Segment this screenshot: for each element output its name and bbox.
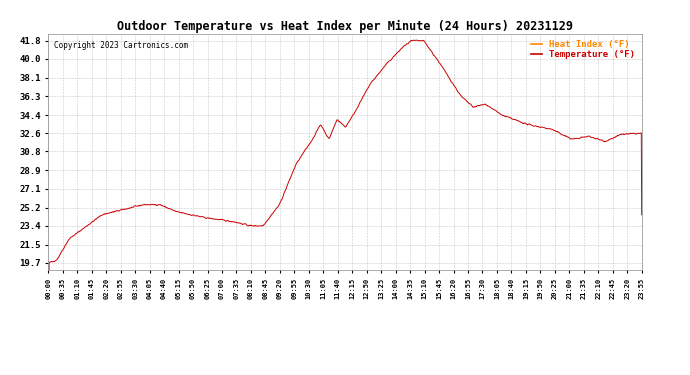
Title: Outdoor Temperature vs Heat Index per Minute (24 Hours) 20231129: Outdoor Temperature vs Heat Index per Mi… [117, 20, 573, 33]
Legend: Heat Index (°F), Temperature (°F): Heat Index (°F), Temperature (°F) [529, 38, 637, 61]
Text: Copyright 2023 Cartronics.com: Copyright 2023 Cartronics.com [55, 41, 188, 50]
